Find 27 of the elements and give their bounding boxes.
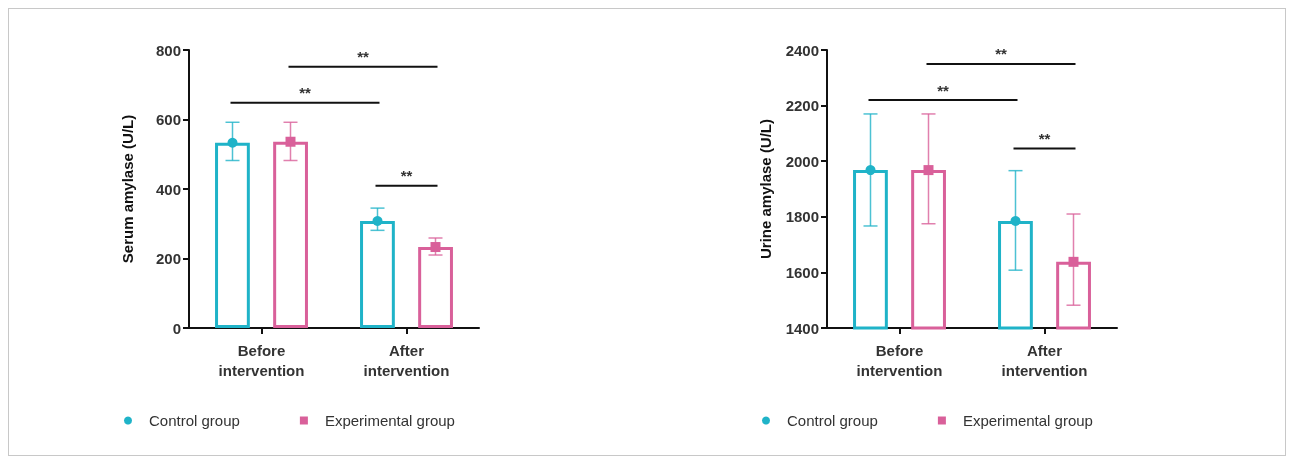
- annotation: **: [937, 81, 949, 99]
- y-tick-label: 1600: [785, 263, 819, 281]
- y-tick-label: 1800: [785, 208, 819, 226]
- annotation: **: [1038, 129, 1051, 147]
- legend-label: Experimental group: [324, 412, 455, 429]
- y-tick-label: 2200: [785, 97, 819, 115]
- annotation: **: [357, 48, 369, 66]
- annotation: **: [995, 45, 1007, 63]
- y-tick-label: 2000: [785, 152, 819, 170]
- y-axis-title: Urine amylase (U/L): [757, 118, 774, 260]
- y-tick-label: 200: [155, 250, 181, 267]
- annotation: **: [299, 84, 311, 102]
- y-tick-label: 600: [155, 111, 181, 128]
- y-axis-title: Serum amylase (U/L): [119, 114, 136, 264]
- y-tick-label: 0: [172, 319, 181, 337]
- y-tick-label: 400: [155, 180, 181, 198]
- x-tick-label: Before intervention: [856, 341, 943, 379]
- y-tick-label: 1400: [785, 319, 819, 337]
- x-tick-label: After intervention: [1001, 341, 1088, 379]
- x-tick-label: After intervention: [363, 341, 450, 379]
- y-tick-label: 2400: [785, 41, 819, 59]
- annotation: **: [400, 167, 413, 185]
- legend-label: Experimental group: [962, 412, 1093, 429]
- y-tick-label: 800: [155, 41, 181, 59]
- x-tick-label: Before intervention: [218, 341, 305, 379]
- legend-label: Control group: [149, 412, 240, 429]
- legend-label: Control group: [787, 412, 878, 429]
